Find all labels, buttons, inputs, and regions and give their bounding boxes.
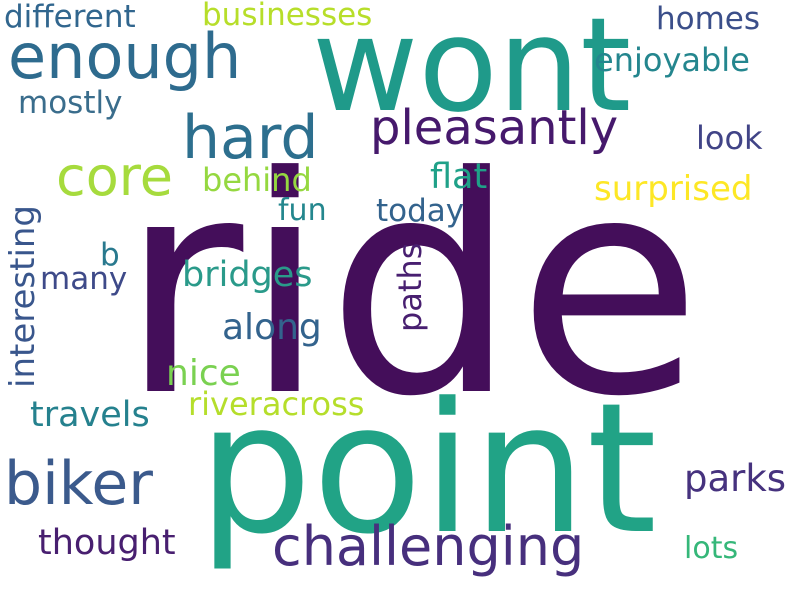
word-behind: behind	[202, 161, 312, 199]
word-homes: homes	[656, 1, 761, 37]
word-challenging: challenging	[272, 515, 585, 578]
word-enjoyable: enjoyable	[594, 41, 750, 79]
word-mostly: mostly	[18, 85, 123, 121]
word-core: core	[56, 145, 173, 208]
word-hard: hard	[182, 103, 319, 173]
word-parks: parks	[684, 457, 787, 500]
word-b: b	[100, 237, 120, 273]
word-nice: nice	[166, 353, 241, 394]
word-enough: enough	[8, 20, 242, 93]
word-lots: lots	[684, 531, 739, 566]
word-today: today	[376, 193, 465, 229]
word-biker: biker	[4, 449, 153, 519]
word-along: along	[222, 307, 322, 348]
word-different: different	[4, 0, 136, 35]
word-many: many	[40, 261, 128, 297]
word-fun: fun	[278, 193, 327, 228]
word-travels: travels	[30, 395, 150, 435]
word-point: point	[198, 365, 658, 574]
word-interesting: interesting	[3, 204, 43, 388]
word-businesses: businesses	[202, 0, 373, 33]
word-ride: ride	[120, 113, 702, 462]
word-flat: flat	[430, 157, 488, 197]
word-pleasantly: pleasantly	[370, 100, 619, 156]
word-thought: thought	[38, 523, 176, 563]
word-wont: wont	[312, 0, 632, 141]
word-paths: paths	[391, 242, 429, 332]
word-bridges: bridges	[182, 255, 313, 295]
word-look: look	[696, 119, 763, 157]
word-riveracross: riveracross	[188, 385, 365, 423]
word-surprised: surprised	[594, 169, 753, 209]
